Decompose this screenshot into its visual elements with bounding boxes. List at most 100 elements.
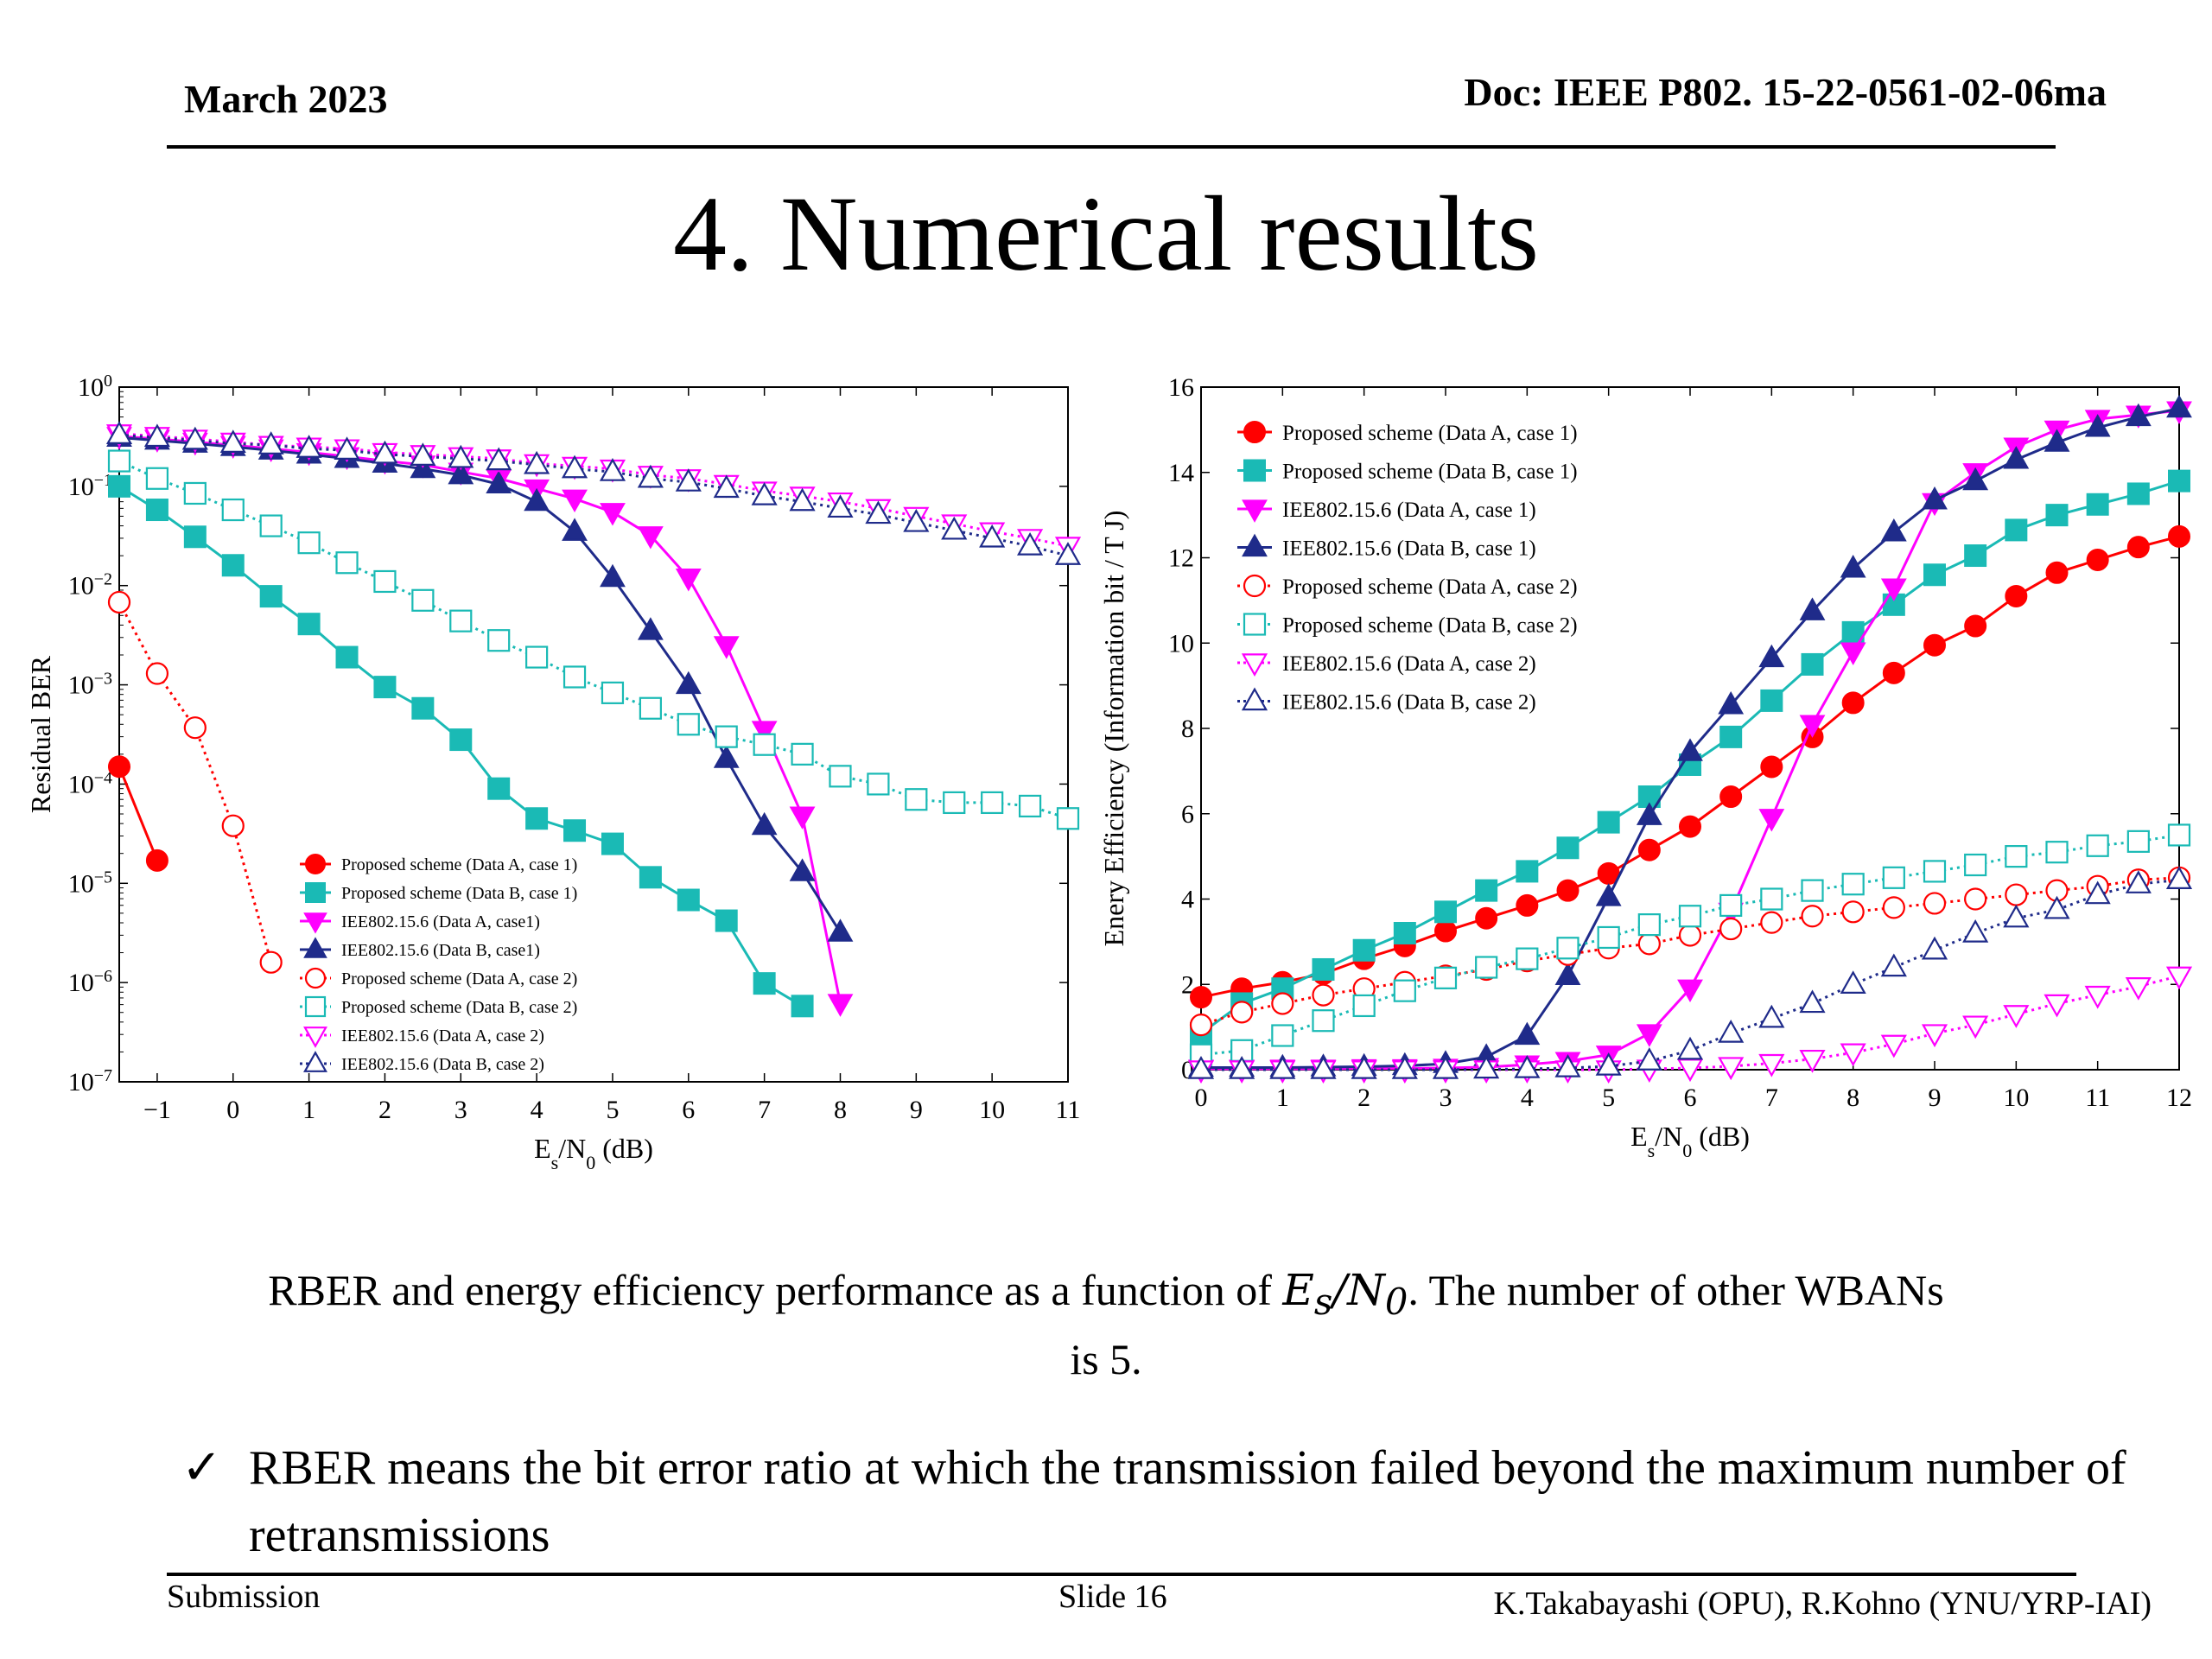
figure-caption: RBER and energy efficiency performance a…: [259, 1262, 1953, 1389]
data-point: [675, 569, 702, 592]
rber-legend: Proposed scheme (Data A, case 1) Proposed…: [300, 854, 577, 1074]
legend-entry: Proposed scheme (Data B, case 1): [341, 884, 577, 903]
rber-x-tick-label: 1: [302, 1096, 315, 1124]
data-point: [865, 500, 892, 524]
rber-x-tick-label: −1: [143, 1096, 171, 1124]
legend-entry: IEE802.15.6 (Data B, case 2): [341, 1055, 544, 1074]
data-point: [677, 888, 700, 912]
header-rule: [167, 145, 2056, 149]
rber-x-tick-label: 4: [531, 1096, 543, 1124]
data-point: [108, 755, 130, 779]
data-point: [751, 811, 778, 836]
rber-y-axis-label: Residual BER: [25, 655, 56, 813]
data-point: [941, 516, 968, 540]
data-point: [715, 909, 738, 932]
data-point: [827, 918, 854, 942]
data-point: [562, 489, 588, 513]
data-point: [563, 819, 587, 842]
footer-authors: K.Takabayashi (OPU), R.Kohno (YNU/YRP-IA…: [1493, 1586, 2152, 1622]
data-point: [715, 725, 738, 748]
data-point: [259, 585, 283, 608]
data-point: [145, 849, 168, 872]
data-point: [143, 423, 171, 448]
data-point: [257, 431, 284, 454]
data-point: [221, 498, 245, 522]
bullet-item: ✓ RBER means the bit error ratio at whic…: [181, 1434, 2212, 1569]
footer-rule: [167, 1573, 2076, 1576]
data-point: [637, 526, 664, 550]
data-point: [107, 590, 131, 614]
check-icon: ✓: [181, 1441, 222, 1495]
rber-series-proposed-scheme-data-b-case-2: [107, 449, 1080, 830]
rber-x-tick-label: 3: [454, 1096, 467, 1124]
data-point: [675, 671, 702, 695]
data-point: [105, 421, 133, 445]
data-point: [449, 728, 473, 752]
slide-title: 4. Numerical results: [672, 175, 1540, 293]
footer-submission: Submission: [167, 1579, 321, 1615]
rber-x-tick-label: 6: [682, 1096, 695, 1124]
data-point: [600, 563, 626, 588]
rber-x-tick-label: 0: [226, 1096, 239, 1124]
data-point: [637, 617, 664, 640]
rber-x-tick-label: 10: [979, 1096, 1005, 1124]
data-point: [487, 777, 511, 800]
caption-text-before: RBER and energy efficiency performance a…: [268, 1266, 1283, 1314]
rber-x-tick-label: 9: [910, 1096, 923, 1124]
data-point: [335, 645, 359, 669]
data-point: [905, 788, 928, 811]
data-point: [751, 721, 778, 744]
data-point: [372, 440, 398, 464]
data-point: [713, 636, 740, 659]
legend-marker: [303, 912, 327, 934]
data-point: [562, 518, 588, 541]
data-point: [221, 814, 245, 837]
rber-series-proposed-scheme-data-a-case-1: [108, 755, 168, 872]
data-point: [221, 554, 245, 577]
data-point: [410, 442, 436, 466]
rber-series-iee802-15-6-data-b-case-2: [105, 421, 1082, 565]
data-point: [411, 588, 435, 612]
data-point: [867, 772, 890, 796]
legend-marker: [304, 967, 327, 989]
data-point: [183, 716, 207, 740]
data-point: [145, 662, 169, 685]
data-point: [524, 487, 550, 512]
rber-x-tick-label: 7: [758, 1096, 771, 1124]
data-point: [789, 806, 816, 830]
data-point: [1018, 794, 1042, 818]
legend-entry: Proposed scheme (Data A, case 1): [341, 855, 577, 874]
data-point: [181, 426, 208, 450]
rber-y-tick-label: 10−2: [68, 570, 112, 601]
data-point: [108, 474, 130, 498]
data-point: [1054, 542, 1082, 565]
data-point: [525, 807, 549, 830]
data-point: [524, 450, 550, 474]
data-point: [448, 461, 474, 485]
footer-slide-number: Slide 16: [1058, 1579, 1167, 1615]
data-point: [259, 950, 283, 974]
data-point: [791, 742, 814, 766]
data-point: [827, 994, 854, 1017]
data-point: [753, 972, 776, 995]
legend-entry: IEE802.15.6 (Data A, case1): [341, 912, 540, 931]
data-point: [487, 629, 511, 652]
data-point: [791, 995, 814, 1018]
rber-y-tick-label: 10−1: [68, 471, 112, 501]
data-point: [637, 464, 664, 488]
rber-x-tick-label: 11: [1056, 1096, 1081, 1124]
data-point: [563, 665, 587, 689]
data-point: [943, 791, 966, 815]
data-point: [981, 791, 1004, 815]
data-point: [296, 435, 322, 458]
data-point: [1056, 807, 1080, 830]
legend-entry: IEE802.15.6 (Data A, case 2): [341, 1027, 544, 1046]
data-point: [297, 613, 321, 636]
rber-y-tick-label: 10−3: [68, 670, 112, 700]
legend-marker: [304, 995, 327, 1018]
series-line: [118, 601, 273, 963]
rber-y-tick-label: 10−5: [68, 868, 112, 898]
data-point: [183, 481, 207, 505]
data-point: [297, 531, 321, 555]
data-point: [335, 551, 359, 575]
